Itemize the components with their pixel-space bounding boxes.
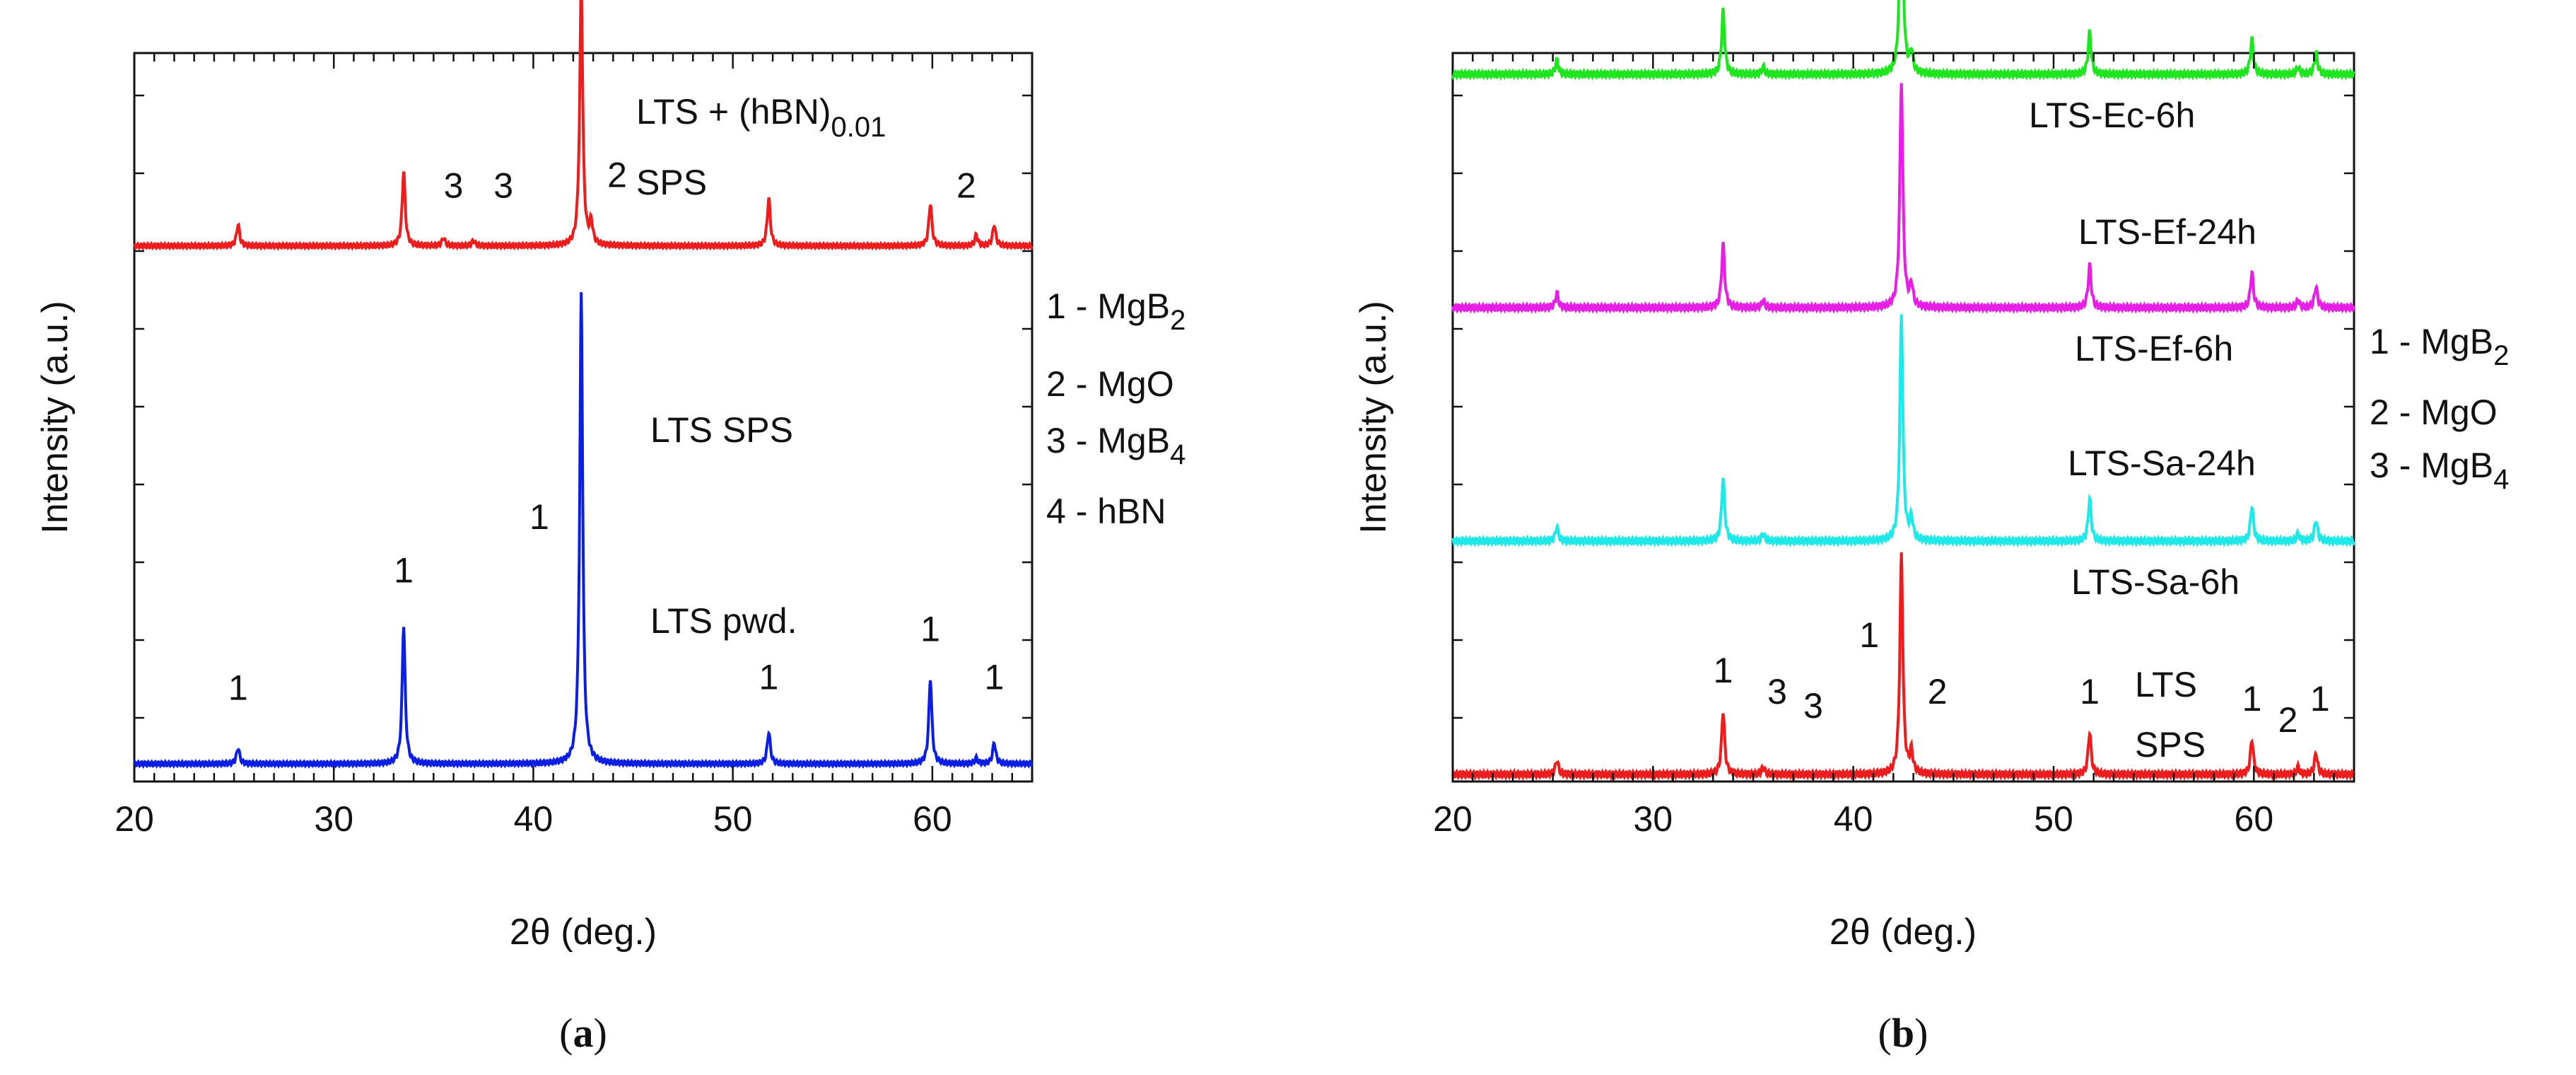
panel-b-label-ef-6h: LTS-Ef-6h <box>2075 329 2233 368</box>
panel-a-label-hbn-sub: 0.01 <box>831 112 886 143</box>
panel-b-legend-3: 3 - MgB4 <box>2370 446 2509 495</box>
panel-a-xtick-label-60: 60 <box>913 799 952 839</box>
panel-a-peak-annotation: 1 <box>984 657 1004 697</box>
panel-a-peak-annotation: 1 <box>759 657 779 697</box>
panel-a-peak-annotation: 1 <box>394 550 414 590</box>
panel-b-peak-annotation: 1 <box>2080 672 2100 711</box>
panel-b-peak-annotation: 2 <box>2278 700 2298 740</box>
panel-a-peak-annotation: 2 <box>956 166 976 206</box>
panel-b-xtick-label-60: 60 <box>2235 799 2274 839</box>
panel-a-legend-2: 2 - MgO <box>1046 364 1174 404</box>
panel-a-label-hbn-sps: SPS <box>636 163 707 202</box>
panel-b-series-lts-sa-6h <box>1451 314 2355 548</box>
panel-a-peak-annotation: 1 <box>920 609 940 649</box>
panel-a-legend-1: 1 - MgB2 <box>1046 286 1185 336</box>
panel-b-label-ec-6h: LTS-Ec-6h <box>2029 95 2195 135</box>
panel-b-xtick-label-40: 40 <box>1834 799 1873 839</box>
panel-b-label-lts-sps-line1: LTS <box>2135 665 2197 704</box>
panel-b-legend-1: 1 - MgB2 <box>2370 322 2509 371</box>
panel-b-plot-frame <box>1451 52 2355 783</box>
panel-a-ticks-layer: 20 30 40 50 60 <box>115 53 1034 839</box>
panel-a-peak-annotation: 3 <box>493 166 513 206</box>
panel-a-xtick-label-20: 20 <box>115 799 154 839</box>
panel-b-ticks-layer: 20 30 40 50 60 <box>1433 53 2355 839</box>
panel-a-ylabel: Intensity (a.u.) <box>35 301 76 533</box>
panel-b-series-layer <box>1451 0 2355 781</box>
panel-a-label-hbn-main: LTS + (hBN) <box>636 92 831 132</box>
panel-a-label-hbn: LTS + (hBN)0.01 <box>636 92 886 143</box>
panel-b-legend-2: 2 - MgO <box>2370 393 2498 432</box>
panel-a-xtick-label-40: 40 <box>514 799 554 839</box>
panel-b-peak-annotation: 1 <box>2242 679 2262 719</box>
panel-b-label-sa-24h: LTS-Sa-24h <box>2068 443 2256 483</box>
panel-b-peak-annotation: 1 <box>2310 679 2330 719</box>
panel-a-legend-3: 3 - MgB4 <box>1046 421 1185 470</box>
panel-b-caption: (b) <box>1878 1010 1928 1056</box>
panel-b-series-lts-sa-24h <box>1451 83 2355 314</box>
panel-b-series-lts-ef-6h <box>1451 0 2355 81</box>
panel-a-xlabel: 2θ (deg.) <box>510 912 657 953</box>
panel-b-xlabel: 2θ (deg.) <box>1829 912 1977 953</box>
panel-b-ylabel: Intensity (a.u.) <box>1353 301 1394 533</box>
panel-b-series-lts-sps <box>1451 552 2355 781</box>
panel-a-peak-annotation: 3 <box>444 166 464 206</box>
panel-a-legend-4: 4 - hBN <box>1046 492 1166 531</box>
panel-a-xtick-label-30: 30 <box>314 799 353 839</box>
panel-b-xtick-label-30: 30 <box>1634 799 1673 839</box>
panel-a-series-layer <box>133 0 1034 769</box>
panel-b-xtick-label-50: 50 <box>2034 799 2073 839</box>
panel-b-label-ef-24h: LTS-Ef-24h <box>2078 212 2256 252</box>
panel-a-series-lts-sps <box>133 0 1034 251</box>
panel-b-peak-annotation: 2 <box>1928 672 1948 711</box>
panel-b-peak-annotation: 1 <box>1714 651 1733 690</box>
panel-b-label-lts-sps-line2: SPS <box>2135 725 2206 765</box>
panel-b-chart: 20 30 40 50 60 13 312 1 121 LTS-Ec-6h LTS-Ef-24… <box>1353 0 2509 1056</box>
panel-b-annotation-layer: 13 312 1 121 <box>1714 615 2330 740</box>
panel-b-peak-annotation: 3 <box>1767 672 1787 711</box>
panel-a-annotation-layer: 111111332244 <box>228 156 1004 708</box>
panel-b-peak-annotation: 3 <box>1803 686 1823 726</box>
panel-a-caption: (a) <box>559 1010 607 1056</box>
panel-b-label-sa-6h: LTS-Sa-6h <box>2071 562 2240 602</box>
panel-a-peak-annotation: 2 <box>607 156 627 195</box>
panel-a-peak-annotation: 1 <box>529 497 549 537</box>
panel-a-xtick-label-50: 50 <box>713 799 753 839</box>
panel-b-peak-annotation: 1 <box>1859 615 1879 655</box>
panel-a-label-lts-pwd: LTS pwd. <box>650 601 797 641</box>
panel-a-label-lts-sps: LTS SPS <box>650 410 793 450</box>
panel-a-peak-annotation: 1 <box>228 668 248 707</box>
panel-b-xtick-label-20: 20 <box>1433 799 1473 839</box>
panel-a-series-lts-pwd- <box>133 292 1034 769</box>
